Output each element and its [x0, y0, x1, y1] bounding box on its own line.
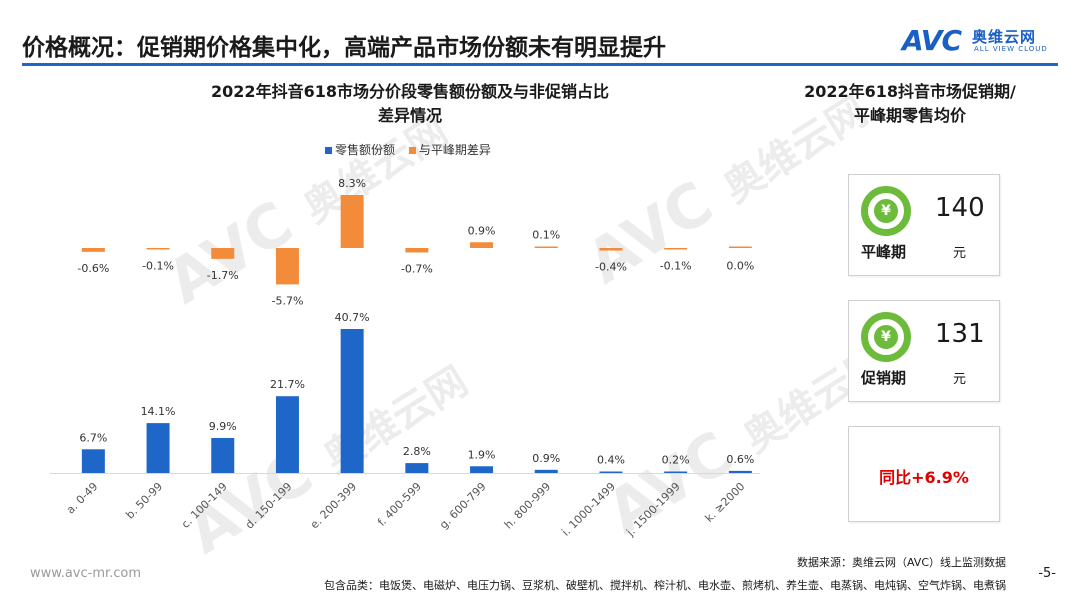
- share-bar: [81, 449, 105, 473]
- diff-bar: [534, 246, 558, 248]
- category-tick-label: e. 200-399: [308, 480, 359, 531]
- data-source: 数据来源：奥维云网（AVC）线上监测数据: [796, 556, 1006, 569]
- bar-chart: 6.7% -0.6% a. 0-49 14.1% -0.1% b. 50-99 9.9% -1…: [50, 177, 760, 539]
- share-data-label: 2.8%: [403, 445, 431, 458]
- page-title: 价格概况：促销期价格集中化，高端产品市场份额未有明显提升: [22, 35, 666, 61]
- site-url: www.avc-mr.com: [30, 566, 142, 581]
- categories-note: 包含品类：电饭煲、电磁炉、电压力锅、豆浆机、破壁机、搅拌机、榨汁机、电水壶、煎烤…: [324, 579, 1006, 592]
- diff-data-label: -1.7%: [207, 269, 239, 282]
- chart-title: 2022年抖音618市场分价段零售额份额及与非促销占比 差异情况: [130, 80, 690, 128]
- logo-mark: AVC: [902, 24, 962, 57]
- share-data-label: 40.7%: [335, 311, 370, 324]
- diff-bar: [211, 248, 235, 259]
- right-panel-title: 2022年618抖音市场促销期/ 平峰期零售均价: [770, 80, 1050, 128]
- diff-bar: [599, 248, 623, 251]
- price-card-offpeak: ¥ 平峰期 140 元: [848, 174, 1000, 276]
- category-tick-label: h. 800-999: [502, 480, 554, 532]
- share-bar: [146, 423, 170, 473]
- avc-logo: AVC 奥维云网 ALL VIEW CLOUD: [902, 24, 1052, 60]
- share-data-label: 14.1%: [141, 405, 176, 418]
- share-data-label: 6.7%: [79, 431, 107, 444]
- diff-data-label: -0.6%: [77, 262, 109, 275]
- share-bar: [211, 437, 235, 473]
- category-tick-label: d. 150-199: [243, 480, 295, 532]
- share-data-label: 0.2%: [662, 454, 690, 467]
- category-tick-label: k. ≥2000: [703, 480, 748, 525]
- diff-bar: [728, 246, 752, 248]
- category-tick-label: g. 600-799: [437, 480, 489, 532]
- chart-title-line1: 2022年抖音618市场分价段零售额份额及与非促销占比: [211, 82, 609, 101]
- share-bar: [470, 466, 494, 473]
- share-bar: [728, 470, 752, 473]
- share-bar: [534, 469, 558, 473]
- diff-data-label: -0.7%: [401, 262, 433, 275]
- legend-item-share: 零售额份额: [325, 143, 395, 157]
- yoy-card: 同比+6.9%: [848, 426, 1000, 522]
- diff-bar: [664, 248, 688, 250]
- right-title-line1: 2022年618抖音市场促销期/: [804, 82, 1016, 101]
- diff-bar: [340, 195, 364, 248]
- diff-bar: [81, 248, 105, 252]
- card-value: 140: [935, 193, 985, 223]
- share-data-label: 9.9%: [209, 420, 237, 433]
- share-data-label: 0.9%: [532, 452, 560, 465]
- share-bar: [405, 463, 429, 473]
- share-bar: [664, 471, 688, 473]
- diff-bar: [275, 248, 299, 285]
- diff-data-label: -0.1%: [660, 260, 692, 273]
- diff-data-label: -5.7%: [271, 294, 303, 307]
- share-data-label: 21.7%: [270, 378, 305, 391]
- diff-data-label: 0.1%: [532, 229, 560, 242]
- legend-item-diff: 与平峰期差异: [408, 143, 491, 157]
- share-bar: [275, 396, 299, 473]
- diff-data-label: 0.0%: [726, 260, 754, 273]
- yen-icon: ¥: [861, 186, 911, 236]
- chart-legend: 零售额份额 与平峰期差异: [325, 141, 501, 158]
- logo-cn: 奥维云网: [972, 28, 1037, 46]
- share-bar: [599, 471, 623, 473]
- logo-en: ALL VIEW CLOUD: [974, 45, 1048, 53]
- diff-data-label: -0.4%: [595, 261, 627, 274]
- category-tick-label: j. 1500-1999: [623, 480, 682, 539]
- page-number: -5-: [1038, 566, 1056, 581]
- diff-bar: [146, 248, 170, 250]
- diff-data-label: 0.9%: [468, 224, 496, 237]
- card-unit: 元: [953, 372, 967, 387]
- category-tick-label: a. 0-49: [64, 480, 101, 517]
- share-bar: [340, 329, 364, 473]
- card-value: 131: [935, 319, 985, 349]
- price-card-promo: ¥ 促销期 131 元: [848, 300, 1000, 402]
- diff-bar: [405, 248, 429, 253]
- yen-icon: ¥: [861, 312, 911, 362]
- header-rule: [22, 63, 1058, 66]
- yoy-text: 同比+6.9%: [879, 468, 969, 487]
- share-data-label: 1.9%: [468, 448, 496, 461]
- category-tick-label: c. 100-149: [179, 480, 230, 531]
- diff-data-label: -0.1%: [142, 260, 174, 273]
- category-tick-label: f. 400-599: [375, 480, 424, 529]
- category-tick-label: i. 1000-1499: [559, 480, 618, 539]
- card-unit: 元: [953, 246, 967, 261]
- share-data-label: 0.6%: [726, 453, 754, 466]
- card-label: 平峰期: [861, 243, 907, 261]
- share-data-label: 0.4%: [597, 454, 625, 467]
- diff-bar: [470, 242, 494, 248]
- diff-data-label: 8.3%: [338, 177, 366, 190]
- chart-title-line2: 差异情况: [377, 106, 442, 125]
- card-label: 促销期: [861, 369, 907, 387]
- right-title-line2: 平峰期零售均价: [853, 106, 966, 125]
- category-tick-label: b. 50-99: [123, 480, 165, 522]
